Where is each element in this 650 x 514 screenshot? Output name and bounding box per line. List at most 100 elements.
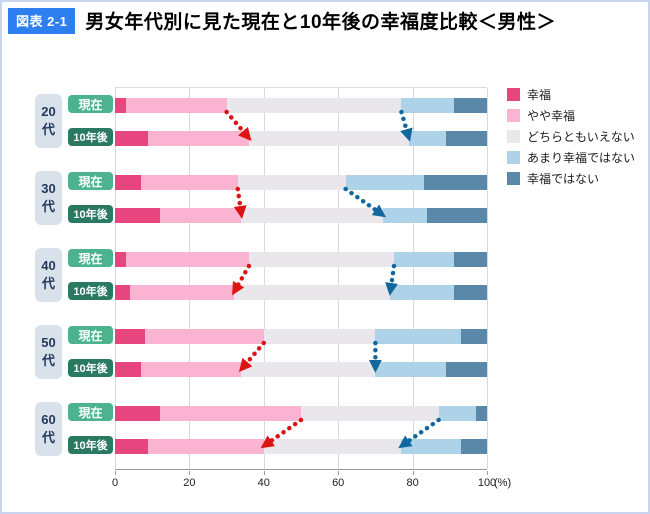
now-label-button: 現在 [68, 326, 113, 344]
bar-segment [148, 131, 249, 146]
bar-segment [115, 131, 149, 146]
figure-number-badge: 図表 2-1 [8, 7, 76, 34]
stacked-bar-now [115, 329, 487, 344]
x-axis-unit-label: (%) [494, 477, 512, 489]
bar-segment [408, 131, 447, 146]
legend-label: あまり幸福ではない [527, 151, 636, 165]
gridline [338, 88, 340, 469]
bar-segment [375, 362, 447, 377]
axis-tick [189, 471, 191, 475]
legend-label: やや幸福 [527, 109, 576, 123]
legend-item: どちらともいえない [507, 130, 635, 144]
age-number: 40 [41, 258, 56, 274]
x-axis: (%) 0 20 40 60 80 100 [112, 470, 511, 500]
axis-tick-label: 40 [257, 477, 270, 489]
axis-tick [115, 471, 116, 475]
bar-segment [126, 98, 227, 113]
legend-swatch [507, 151, 520, 164]
now-label-button: 現在 [68, 172, 113, 190]
bar-segment [141, 175, 238, 190]
bar-segment [148, 439, 264, 454]
axis-tick-label: 80 [406, 477, 419, 489]
arrow-paths [224, 109, 441, 449]
bar-segment [438, 406, 476, 421]
bar-segment [460, 439, 487, 454]
bar-segment [427, 208, 487, 223]
bar-segment [393, 252, 454, 267]
bar-segment [234, 285, 391, 300]
bar-segment [241, 208, 383, 223]
bar-segment [115, 252, 127, 267]
bar-segment [382, 208, 428, 223]
legend-item: 幸福ではない [507, 172, 635, 186]
legend-label: 幸福ではない [527, 172, 600, 186]
bar-segment [115, 439, 149, 454]
bar-segment [115, 208, 160, 223]
age-group-label: 40 代 [35, 248, 62, 302]
age-suffix: 代 [41, 276, 55, 291]
stacked-bar-now [115, 175, 487, 190]
age-group-label: 20 代 [35, 94, 62, 148]
legend-swatch [507, 172, 520, 185]
age-group-label: 60 代 [35, 402, 62, 456]
bar-segment [141, 362, 242, 377]
bar-segment [446, 362, 487, 377]
bar-segment [453, 285, 487, 300]
future-label-button: 10年後 [68, 282, 113, 300]
age-suffix: 代 [41, 353, 55, 368]
bar-segment [241, 362, 376, 377]
age-number: 20 [41, 104, 56, 120]
bar-segment [129, 285, 235, 300]
bar-segment [460, 329, 487, 344]
age-suffix: 代 [41, 199, 55, 214]
bar-segment [401, 439, 461, 454]
age-group-label: 50 代 [35, 325, 62, 379]
age-suffix: 代 [41, 430, 55, 445]
stacked-bar-now [115, 252, 487, 267]
bar-segment [263, 329, 376, 344]
now-label-button: 現在 [68, 95, 113, 113]
legend-item: 幸福 [507, 88, 635, 102]
gridline [115, 88, 116, 469]
bar-segment [144, 329, 264, 344]
gridline [412, 88, 414, 469]
page-title: 男女年代別に見た現在と10年後の幸福度比較＜男性＞ [85, 12, 557, 33]
stacked-bar-now [115, 98, 487, 113]
age-number: 50 [41, 335, 56, 351]
age-number: 30 [41, 181, 56, 197]
bar-segment [248, 131, 409, 146]
axis-tick [338, 471, 340, 475]
bar-segment [159, 208, 242, 223]
now-label-button: 現在 [68, 249, 113, 267]
stacked-bar-now [115, 406, 487, 421]
plot-area [115, 87, 488, 470]
stacked-bar-future [115, 131, 487, 146]
header: 図表 2-1 男女年代別に見た現在と10年後の幸福度比較＜男性＞ [8, 7, 556, 34]
bar-segment [115, 406, 160, 421]
bar-segment [115, 175, 142, 190]
stacked-bar-future [115, 285, 487, 300]
bar-segment [345, 175, 424, 190]
bar-segment [115, 329, 145, 344]
bar-segment [115, 98, 127, 113]
legend-label: どちらともいえない [527, 130, 635, 144]
bar-segment [126, 252, 249, 267]
bar-segment [401, 98, 454, 113]
axis-tick [412, 471, 414, 475]
future-label-button: 10年後 [68, 128, 113, 146]
legend-label: 幸福 [527, 88, 552, 102]
bar-segment [115, 362, 142, 377]
bar-segment [237, 175, 346, 190]
stacked-bar-future [115, 439, 487, 454]
gridline [263, 88, 265, 469]
future-label-button: 10年後 [68, 205, 113, 223]
axis-tick [487, 471, 488, 475]
legend-item: あまり幸福ではない [507, 151, 636, 165]
legend: 幸福やや幸福どちらともいえない あまり幸福ではない 幸福ではない [507, 88, 635, 193]
bar-segment [115, 285, 130, 300]
legend-item: やや幸福 [507, 109, 635, 123]
stacked-bar-future [115, 208, 487, 223]
bar-segment [446, 131, 487, 146]
legend-swatch [507, 130, 520, 143]
future-label-button: 10年後 [68, 436, 113, 454]
